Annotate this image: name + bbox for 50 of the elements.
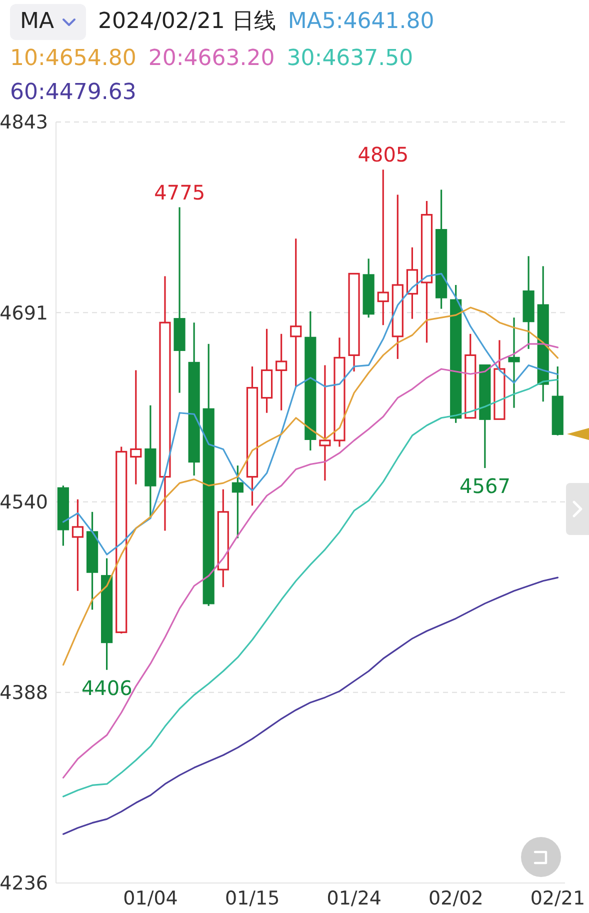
annotation: 4567 bbox=[460, 474, 510, 498]
text: 60:4479.63 bbox=[10, 79, 136, 107]
candlestick bbox=[537, 265, 549, 402]
x-tick-label: 02/02 bbox=[428, 887, 484, 910]
text: 10:4654.80 bbox=[10, 45, 136, 73]
annotation: 4406 bbox=[81, 676, 132, 700]
candlestick bbox=[217, 488, 229, 588]
candlestick bbox=[435, 188, 448, 310]
candlestick bbox=[159, 275, 171, 532]
candlestick bbox=[392, 194, 404, 360]
candlestick bbox=[276, 333, 288, 412]
x-tick-label: 01/15 bbox=[224, 887, 280, 910]
candlestick bbox=[260, 328, 273, 414]
text: 20:4663.20 bbox=[148, 45, 275, 73]
candlestick bbox=[130, 369, 142, 486]
candlestick bbox=[144, 404, 156, 518]
y-tick-label: 4691 bbox=[0, 302, 48, 324]
candlestick bbox=[86, 511, 98, 610]
annotation: 4805 bbox=[358, 142, 409, 167]
y-tick-label: 4540 bbox=[0, 492, 48, 514]
candlestick bbox=[377, 168, 389, 326]
candlestick bbox=[290, 238, 302, 388]
candlestick bbox=[420, 200, 433, 344]
candlestick bbox=[508, 316, 520, 409]
candlestick bbox=[304, 310, 316, 452]
candlestick bbox=[334, 336, 346, 448]
candlestick bbox=[101, 557, 113, 671]
y-tick-label: 4236 bbox=[0, 872, 48, 895]
legend-title: MA bbox=[20, 8, 54, 36]
chart-title: 2024/02/21 日线 bbox=[98, 8, 276, 36]
text: MA5:4641.80 bbox=[288, 8, 434, 36]
line-series bbox=[62, 272, 559, 556]
y-tick-label: 4843 bbox=[0, 112, 48, 134]
dropdown: MA bbox=[10, 4, 86, 40]
x-tick-label: 01/24 bbox=[326, 887, 382, 910]
line-series bbox=[62, 576, 559, 835]
candlestick bbox=[522, 255, 534, 350]
x-tick-label: 02/21 bbox=[530, 887, 586, 910]
x-tick-label: 01/04 bbox=[123, 887, 178, 910]
text: 30:4637.50 bbox=[286, 45, 414, 73]
candlestick bbox=[188, 322, 200, 476]
candlestick bbox=[232, 464, 244, 540]
line-series bbox=[62, 306, 559, 666]
annotation: 4775 bbox=[154, 180, 206, 204]
candlestick bbox=[72, 498, 84, 592]
candlestick bbox=[246, 366, 258, 506]
candlestick bbox=[319, 364, 331, 482]
candlestick bbox=[406, 246, 418, 320]
y-tick-label: 4388 bbox=[0, 682, 48, 704]
candlestick bbox=[174, 206, 186, 394]
